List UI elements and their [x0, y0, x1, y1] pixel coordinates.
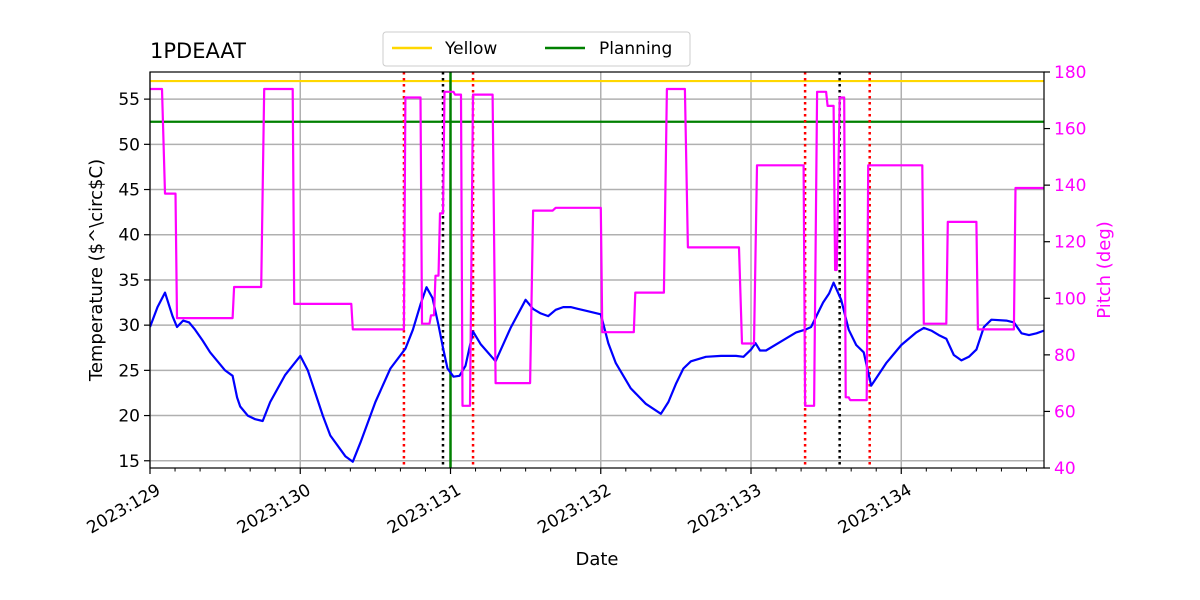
y-tick-label-1: 20 — [118, 407, 140, 427]
reference-lines — [150, 72, 1044, 468]
legend: Yellow Planning — [382, 31, 691, 67]
x-tick-label-3: 2023:132 — [534, 480, 615, 538]
plot-frame — [149, 71, 1045, 469]
x-tick-label-2: 2023:131 — [384, 480, 465, 538]
x-tick-label-0: 2023:129 — [84, 480, 165, 538]
series-line-temperature — [150, 281, 1044, 463]
y2-tick-label-3: 100 — [1054, 289, 1086, 309]
y-tick-label-4: 35 — [118, 271, 140, 291]
legend-label-planning: Planning — [599, 39, 672, 59]
x-tick-label-5: 2023:134 — [835, 480, 916, 538]
y-tick-label-0: 15 — [118, 452, 140, 472]
y2-tick-label-5: 140 — [1054, 176, 1086, 196]
y2-axis-label: Pitch (deg) — [1094, 221, 1115, 319]
y-axis-left: 15 20 25 30 35 40 45 50 55 — [118, 90, 150, 472]
y-tick-label-8: 55 — [118, 90, 140, 110]
y2-tick-label-7: 180 — [1054, 63, 1086, 83]
y2-tick-label-1: 60 — [1054, 402, 1076, 422]
y-tick-label-5: 40 — [118, 226, 140, 246]
y2-tick-label-6: 160 — [1054, 120, 1086, 140]
legend-label-yellow: Yellow — [444, 39, 497, 59]
x-axis-label: Date — [575, 549, 618, 570]
y2-tick-label-2: 80 — [1054, 346, 1076, 366]
y-tick-label-6: 45 — [118, 181, 140, 201]
series-line-pitch — [150, 87, 1044, 407]
chart-title: 1PDEAAT — [150, 39, 246, 63]
y-tick-label-7: 50 — [118, 135, 140, 155]
series-layer — [150, 87, 1044, 463]
legend-box — [382, 31, 691, 67]
x-tick-label-1: 2023:130 — [234, 480, 315, 538]
y-tick-label-3: 30 — [118, 316, 140, 336]
x-axis: 2023:129 2023:130 2023:131 2023:132 2023:133… — [84, 468, 1027, 538]
grid — [149, 72, 1044, 468]
y-axis-right: 40 60 80 100 120 140 160 180 — [1044, 63, 1086, 479]
y-tick-label-2: 25 — [118, 361, 140, 381]
y2-tick-label-0: 40 — [1054, 459, 1076, 479]
y-axis-label: Temperature ($^\circ$C) — [86, 159, 107, 382]
x-tick-label-4: 2023:133 — [685, 480, 766, 538]
y2-tick-label-4: 120 — [1054, 233, 1086, 253]
